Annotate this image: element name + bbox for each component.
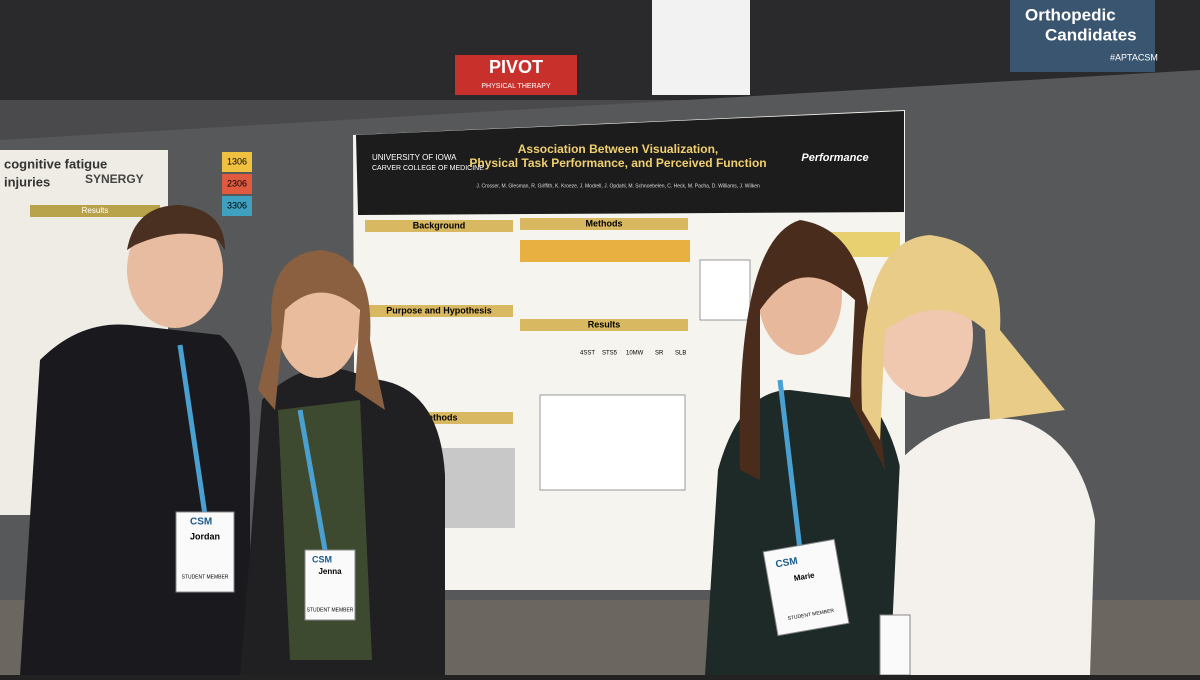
lanyard bbox=[297, 409, 328, 551]
number-tag bbox=[222, 174, 252, 194]
poster-header bbox=[356, 111, 904, 215]
lanyard bbox=[177, 344, 208, 516]
banner-text: Candidates bbox=[1045, 25, 1137, 44]
hair bbox=[127, 205, 225, 250]
left-section: Results bbox=[82, 206, 109, 215]
number: 1306 bbox=[227, 156, 247, 166]
blouse bbox=[278, 400, 372, 660]
institution: UNIVERSITY OF IOWA bbox=[372, 153, 457, 162]
badge-role: STUDENT MEMBER bbox=[307, 607, 354, 613]
badge bbox=[879, 614, 911, 676]
badge bbox=[304, 549, 356, 621]
number-tag bbox=[222, 196, 252, 216]
flow-chart bbox=[520, 240, 690, 262]
number: 3306 bbox=[227, 200, 247, 210]
badge-conf: CSM bbox=[312, 554, 332, 564]
badge bbox=[762, 538, 850, 637]
banner-text: Orthopedic bbox=[1025, 5, 1116, 24]
pivot-sub: PHYSICAL THERAPY bbox=[481, 83, 551, 90]
institution: CARVER COLLEGE OF MEDICINE bbox=[372, 165, 484, 172]
number: 2306 bbox=[227, 178, 247, 188]
badge-role: STUDENT MEMBER bbox=[182, 574, 229, 580]
left-section-bar bbox=[30, 205, 160, 217]
method-photo bbox=[435, 448, 515, 528]
pivot-sign bbox=[455, 55, 577, 95]
left-title: injuries bbox=[4, 174, 50, 189]
hashtag: #APTACSM bbox=[1110, 52, 1158, 62]
pivot-text: PIVOT bbox=[489, 57, 543, 77]
left-logo: SYNERGY bbox=[85, 172, 144, 186]
authors: J. Crosser, M. Glesman, R. Griffith, K. … bbox=[476, 183, 760, 189]
left-title: cognitive fatigue bbox=[4, 156, 107, 171]
hair bbox=[861, 235, 1065, 440]
table-head: SR bbox=[655, 351, 664, 357]
section: Background bbox=[413, 220, 466, 230]
number-tag bbox=[222, 152, 252, 172]
poster-title: Physical Task Performance, and Perceived… bbox=[469, 156, 766, 170]
section: Methods bbox=[586, 218, 623, 228]
scatter-figure bbox=[539, 394, 686, 491]
section: Purpose and Hypothesis bbox=[386, 305, 492, 315]
face bbox=[127, 212, 223, 328]
person-blonde bbox=[890, 418, 1095, 675]
badge-conf: CSM bbox=[775, 556, 799, 571]
person-jordan bbox=[20, 324, 250, 675]
hair bbox=[258, 250, 385, 410]
pillar bbox=[652, 0, 750, 95]
table-head: 10MW bbox=[626, 351, 644, 357]
banner bbox=[1010, 0, 1155, 72]
badge-name: Jenna bbox=[318, 567, 342, 576]
section: Methods bbox=[421, 412, 458, 422]
hair bbox=[739, 220, 885, 480]
badge-name: Marie bbox=[793, 570, 816, 583]
lanyard bbox=[777, 379, 803, 551]
section-bar bbox=[365, 220, 513, 232]
figure bbox=[699, 259, 751, 321]
badge-name: Jordan bbox=[190, 531, 220, 541]
section-bar bbox=[520, 218, 688, 230]
table-head: 4SST bbox=[580, 351, 595, 357]
poster-title: Association Between Visualization, bbox=[518, 142, 719, 156]
sponsor: Performance bbox=[801, 152, 868, 164]
table-head: SLB bbox=[675, 351, 686, 357]
table-head: STS5 bbox=[602, 351, 618, 357]
section: Results bbox=[588, 319, 621, 329]
badge bbox=[175, 511, 235, 593]
section-bar bbox=[365, 305, 513, 317]
section-bar bbox=[520, 319, 688, 331]
badge-conf: CSM bbox=[190, 517, 212, 528]
